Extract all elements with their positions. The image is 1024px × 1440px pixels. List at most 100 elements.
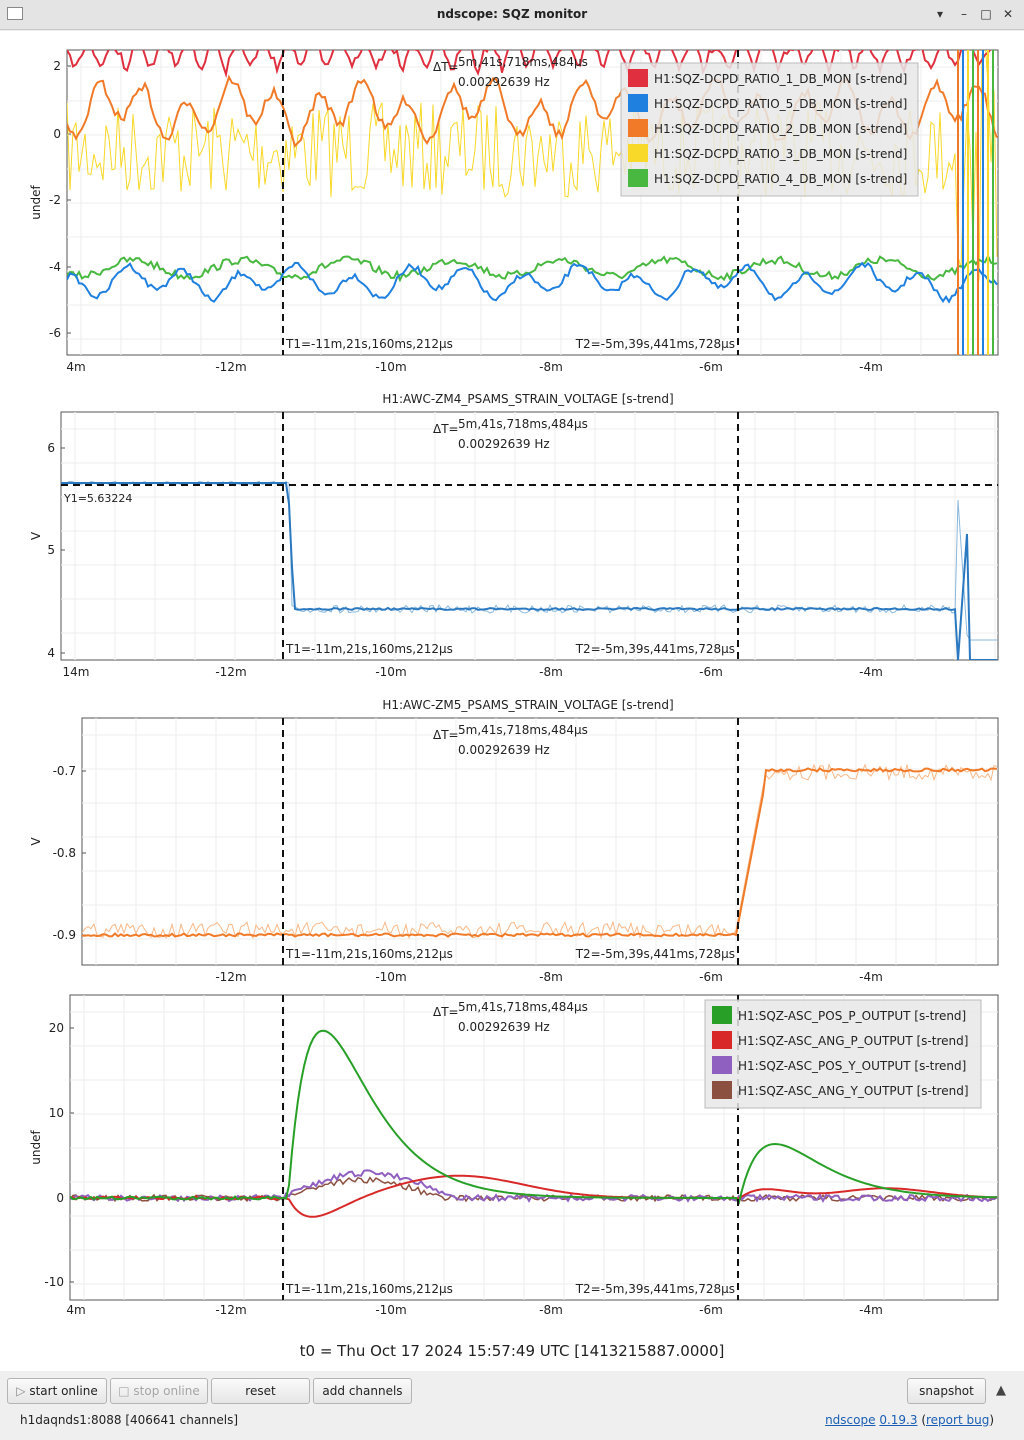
x-tick-label: -12m (215, 665, 246, 679)
legend-swatch (628, 94, 648, 112)
x-tick-label: -8m (539, 970, 563, 984)
y-tick-label: -0.8 (53, 846, 76, 860)
start-online-button[interactable]: ▷ start online (7, 1378, 107, 1404)
y-tick-label: -0.9 (53, 928, 76, 942)
trace-ratio-1 (67, 50, 992, 79)
legend-label: H1:SQZ-DCPD_RATIO_2_DB_MON [s-trend] (654, 122, 907, 136)
y-tick-label: 2 (53, 59, 61, 73)
toolbar: ▷ start online □ stop online reset add c… (0, 1374, 1024, 1410)
legend-swatch (712, 1031, 732, 1049)
x-tick-label: -8m (539, 360, 563, 374)
y-tick-label: -0.7 (53, 764, 76, 778)
t2-cursor-label: T2=-5m,39s,441ms,728µs (575, 337, 735, 351)
t1-cursor-label: T1=-11m,21s,160ms,212µs (285, 1282, 453, 1296)
minimize-icon[interactable]: – (961, 7, 967, 21)
plot-frame-1 (60, 411, 999, 661)
stop-online-button[interactable]: □ stop online (110, 1378, 208, 1404)
x-tick-label: -8m (539, 1303, 563, 1317)
legend-label: H1:SQZ-DCPD_RATIO_3_DB_MON [s-trend] (654, 147, 907, 161)
t1-cursor-label: T1=-11m,21s,160ms,212µs (285, 337, 453, 351)
delta-t-value: 5m,41s,718ms,484µs (458, 417, 588, 431)
y-tick-label: 4 (47, 646, 55, 660)
frequency-value: 0.00292639 Hz (458, 437, 550, 451)
play-icon: ▷ (16, 1384, 30, 1398)
delta-t-label: ΔT= (433, 60, 459, 74)
x-tick-label: -12m (215, 970, 246, 984)
minimize-button[interactable]: ▾ (936, 7, 944, 21)
stop-icon: □ (118, 1384, 134, 1398)
status-bar: h1daqnds1:8088 [406641 channels] ndscope… (0, 1410, 1024, 1440)
legend-swatch (712, 1006, 732, 1024)
x-tick-label: -12m (215, 360, 246, 374)
delta-t-label: ΔT= (433, 1005, 459, 1019)
y1-cursor-label: Y1=5.63224 (63, 492, 132, 505)
y-axis-label: undef (29, 185, 43, 220)
y-tick-label: -6 (49, 326, 61, 340)
legend-box (620, 62, 919, 197)
t1-cursor-label: T1=-11m,21s,160ms,212µs (285, 947, 453, 961)
frequency-value: 0.00292639 Hz (458, 75, 550, 89)
trace-zm4 (61, 482, 997, 660)
legend-label: H1:SQZ-DCPD_RATIO_5_DB_MON [s-trend] (654, 97, 907, 111)
trace-pos-p (70, 1029, 998, 1205)
legend-swatch (712, 1056, 732, 1074)
x-tick-label: -6m (699, 970, 723, 984)
plot-title: H1:AWC-ZM5_PSAMS_STRAIN_VOLTAGE [s-trend… (382, 698, 673, 712)
y-tick-label: 0 (53, 127, 61, 141)
legend-label: H1:SQZ-DCPD_RATIO_1_DB_MON [s-trend] (654, 72, 907, 86)
y-tick-label: 20 (49, 1021, 64, 1035)
x-tick-label: -10m (375, 970, 406, 984)
frequency-value: 0.00292639 Hz (458, 1020, 550, 1034)
traces-2 (82, 762, 998, 940)
x-tick-label: -4m (859, 970, 883, 984)
y-tick-label: -10 (44, 1275, 64, 1289)
snapshot-button[interactable]: snapshot (907, 1378, 986, 1404)
x-tick-label: -10m (375, 665, 406, 679)
y-tick-label: 0 (56, 1191, 64, 1205)
delta-t-value: 5m,41s,718ms,484µs (458, 1000, 588, 1014)
x-tick-label: -10m (375, 1303, 406, 1317)
report-bug-link[interactable]: report bug (926, 1413, 990, 1427)
x-tick-label: -10m (375, 360, 406, 374)
t2-cursor-label: T2=-5m,39s,441ms,728µs (575, 642, 735, 656)
y-axis-label: undef (29, 1130, 43, 1165)
maximize-button[interactable]: □ (980, 7, 992, 21)
y-tick-label: 6 (47, 441, 55, 455)
server-status: h1daqnds1:8088 [406641 channels] (20, 1413, 239, 1427)
plot-title: H1:AWC-ZM4_PSAMS_STRAIN_VOLTAGE [s-trend… (382, 392, 673, 406)
legend-label: H1:SQZ-ASC_POS_P_OUTPUT [s-trend] (738, 1009, 966, 1023)
reset-button[interactable]: reset (211, 1378, 310, 1404)
x-tick-label: -4m (859, 360, 883, 374)
window-title: ndscope: SQZ monitor (436, 7, 588, 21)
x-tick-label: -8m (539, 665, 563, 679)
ndscope-link[interactable]: ndscope (825, 1413, 876, 1427)
t2-cursor-label: T2=-5m,39s,441ms,728µs (575, 947, 735, 961)
x-tick-label: -6m (699, 1303, 723, 1317)
collapse-arrow-icon[interactable]: ▲ (996, 1383, 1006, 1398)
legend-label: H1:SQZ-ASC_POS_Y_OUTPUT [s-trend] (738, 1059, 966, 1073)
x-tick-label: 4m (66, 360, 85, 374)
delta-t-value: 5m,41s,718ms,484µs (458, 723, 588, 737)
trace-zm5 (82, 767, 998, 938)
add-channels-button[interactable]: add channels (313, 1378, 412, 1404)
x-tick-label: 14m (63, 665, 90, 679)
plots-svg[interactable]: 20-2-4-64m -12m -10m -8m -6m -4mundefT1=-11m,… (0, 31, 1024, 1371)
version-link[interactable]: 0.19.3 (879, 1413, 918, 1427)
close-button[interactable]: ✕ (1002, 7, 1014, 21)
t2-cursor-label: T2=-5m,39s,441ms,728µs (575, 1282, 735, 1296)
x-tick-label: -6m (699, 360, 723, 374)
legend-swatch (628, 169, 648, 187)
trace-ratio-4 (67, 253, 998, 283)
plot-frame-2 (81, 717, 999, 966)
y-tick-label: 10 (49, 1106, 64, 1120)
window-icon (7, 7, 23, 20)
x-tick-label: -12m (215, 1303, 246, 1317)
delta-t-label: ΔT= (433, 422, 459, 436)
legend-label: H1:SQZ-ASC_ANG_P_OUTPUT [s-trend] (738, 1034, 968, 1048)
y-tick-label: -4 (49, 260, 61, 274)
legend-label: H1:SQZ-DCPD_RATIO_4_DB_MON [s-trend] (654, 172, 907, 186)
delta-t-value: 5m,41s,718ms,484µs (458, 55, 588, 69)
x-tick-label: 4m (66, 1303, 85, 1317)
legend-swatch (628, 119, 648, 137)
plot-area[interactable]: 2 0 -2 -4 -6 4m -12m -10m -8m -6m -4m undef T1=-11m,… (0, 31, 1024, 1371)
